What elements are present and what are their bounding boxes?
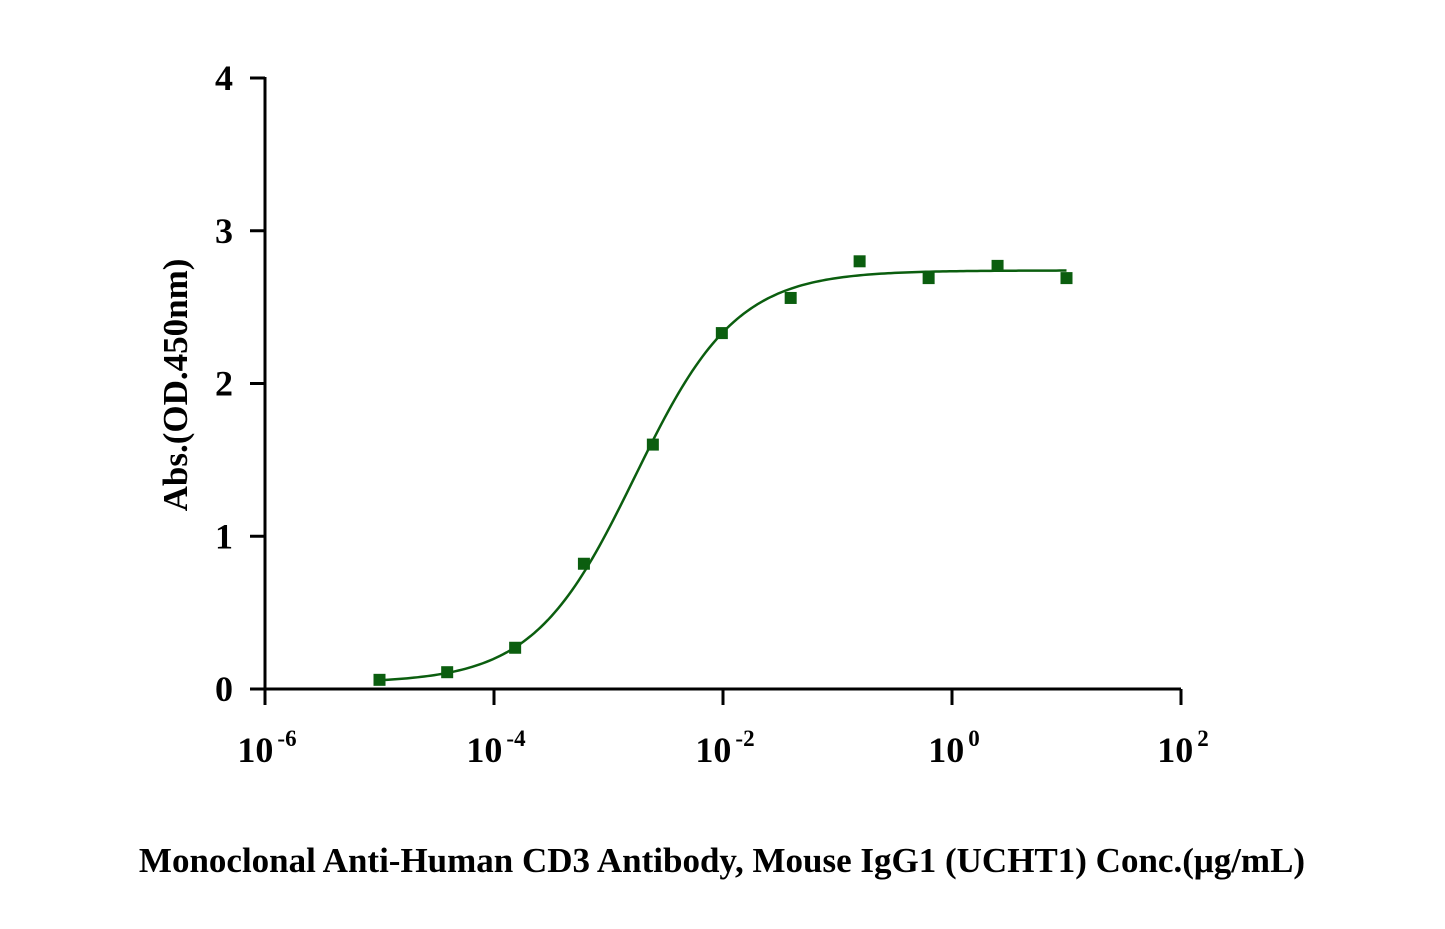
- x-tick-label: 10 -4: [466, 726, 526, 770]
- data-point: [922, 272, 935, 285]
- x-tick-label: 10 -6: [237, 726, 296, 770]
- data-point: [577, 557, 590, 570]
- data-point: [853, 255, 866, 268]
- x-tick-label: 10 0: [928, 726, 980, 770]
- x-axis-title: Monoclonal Anti-Human CD3 Antibody, Mous…: [139, 841, 1305, 880]
- data-point: [441, 666, 454, 679]
- data-point: [784, 291, 797, 304]
- y-axis-title: Abs.(OD.450nm): [156, 259, 195, 512]
- x-tick-label: 10 -2: [695, 726, 754, 770]
- y-tick-label: 2: [215, 364, 233, 404]
- data-point: [373, 673, 386, 686]
- y-tick-label: 4: [215, 58, 233, 98]
- x-tick-label: 10 2: [1157, 726, 1209, 770]
- y-tick-label: 3: [215, 211, 233, 251]
- data-point: [1060, 272, 1073, 285]
- y-tick-label: 1: [215, 516, 233, 556]
- data-point: [715, 327, 728, 340]
- data-point: [646, 438, 659, 451]
- y-tick-label: 0: [215, 669, 233, 709]
- data-point: [509, 641, 522, 654]
- data-point: [991, 259, 1004, 272]
